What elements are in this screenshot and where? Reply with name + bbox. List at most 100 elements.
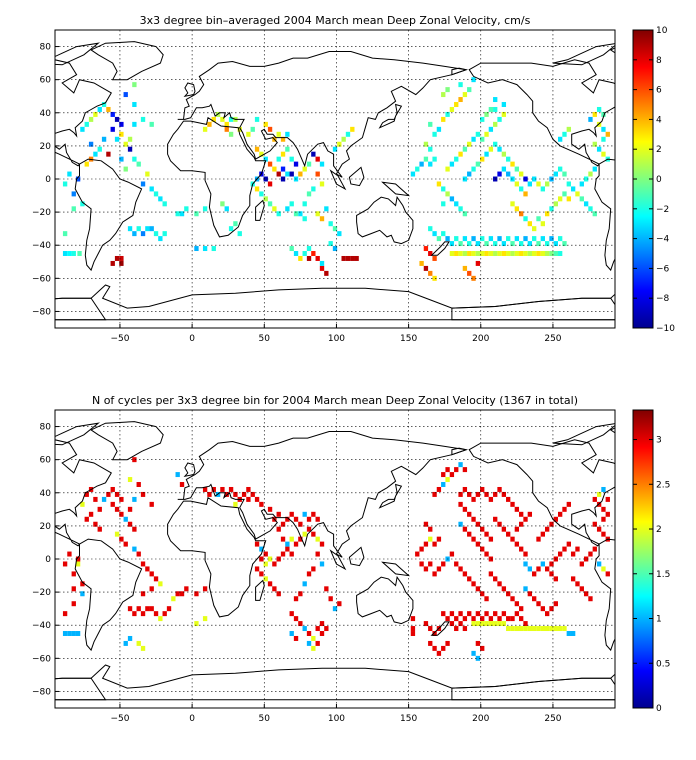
data-cell <box>285 146 290 152</box>
colorbar-ticks: 0 0.5 1 1.5 2 2.5 3 <box>633 436 670 714</box>
data-cell <box>467 531 472 537</box>
data-cell <box>432 255 437 261</box>
colorbar: −10 −8 −6 −4 −2 0 2 4 6 8 10 <box>632 26 675 334</box>
data-cell <box>471 251 476 256</box>
data-cell <box>596 491 602 497</box>
data-cell <box>259 501 264 507</box>
data-cell <box>136 161 141 167</box>
data-cell <box>285 541 290 547</box>
data-cell <box>519 171 524 177</box>
data-cell <box>263 156 268 162</box>
data-cell <box>506 496 511 502</box>
data-cell <box>471 621 476 627</box>
data-cell <box>132 496 137 502</box>
data-cell <box>540 626 545 632</box>
data-cell <box>67 251 72 256</box>
data-cell <box>289 551 294 557</box>
data-cell <box>224 126 229 132</box>
data-cell <box>514 206 520 212</box>
y-tick-label: −20 <box>32 588 51 598</box>
y-tick-label: 40 <box>40 109 52 119</box>
data-cell <box>497 251 502 256</box>
data-cell <box>458 97 463 103</box>
data-cell <box>162 611 167 617</box>
chart-title: N of cycles per 3x3 degree bin for 2004 … <box>92 394 578 407</box>
data-cell <box>436 181 442 187</box>
data-cell <box>436 236 442 242</box>
data-cell <box>510 616 515 622</box>
data-cell <box>527 241 533 247</box>
data-cell <box>467 241 472 247</box>
coastline <box>451 447 469 456</box>
data-cell <box>540 561 545 567</box>
data-cell <box>566 126 571 132</box>
data-cell <box>523 561 528 567</box>
data-cell <box>306 191 312 197</box>
data-cell <box>471 136 476 142</box>
data-cell <box>493 241 498 247</box>
data-cell <box>306 516 312 522</box>
data-cell <box>566 541 571 547</box>
data-cell <box>501 251 507 256</box>
data-cell <box>596 146 602 152</box>
data-cell <box>84 121 89 127</box>
data-cell <box>119 156 124 162</box>
data-cell <box>140 561 146 567</box>
data-cell <box>510 536 515 542</box>
data-cell <box>471 496 476 502</box>
data-cell <box>332 146 338 152</box>
data-cell <box>114 255 120 261</box>
data-cell <box>458 206 463 212</box>
data-cell <box>179 482 185 487</box>
data-cell <box>583 591 589 597</box>
coastline <box>430 621 450 636</box>
data-cell <box>194 591 199 597</box>
data-cell <box>220 201 225 207</box>
data-cell <box>298 521 303 527</box>
data-cell <box>557 511 563 517</box>
data-cell <box>110 486 115 492</box>
data-cell <box>211 486 216 492</box>
data-cell <box>549 606 554 612</box>
data-cell <box>114 136 120 142</box>
data-cell <box>246 496 251 502</box>
data-cell <box>540 251 545 256</box>
colorbar-tick-label: 8 <box>656 56 662 66</box>
data-cell <box>540 236 545 242</box>
data-cell <box>306 640 312 646</box>
data-cell <box>123 516 128 522</box>
data-cell <box>553 201 558 207</box>
colorbar-tick-label: 10 <box>656 26 668 36</box>
data-cell <box>132 457 137 463</box>
data-cell <box>553 601 558 607</box>
data-cell <box>267 556 273 562</box>
data-cell <box>506 236 511 242</box>
data-cell <box>445 640 450 646</box>
data-cell <box>579 586 584 592</box>
data-cell <box>194 621 199 627</box>
data-cell <box>449 106 455 112</box>
data-cell <box>293 541 299 547</box>
data-cell <box>579 196 584 202</box>
coastline <box>55 422 101 446</box>
colorbar-tick-label: −6 <box>656 264 670 274</box>
data-cell <box>428 640 433 646</box>
data-cell <box>545 241 550 247</box>
data-cell <box>280 136 286 142</box>
data-cell <box>570 186 576 192</box>
data-cell <box>488 236 494 242</box>
data-cell <box>88 141 94 147</box>
data-cell <box>458 501 463 507</box>
data-cell <box>467 251 472 256</box>
data-cell <box>267 161 273 167</box>
data-cell <box>510 596 515 602</box>
coastline <box>74 538 143 652</box>
data-cell <box>514 526 520 532</box>
data-cell <box>136 551 141 557</box>
data-cell <box>592 521 597 527</box>
data-cell <box>514 181 520 187</box>
data-cell <box>428 536 433 542</box>
data-cell <box>246 486 251 492</box>
data-cell <box>566 196 571 202</box>
